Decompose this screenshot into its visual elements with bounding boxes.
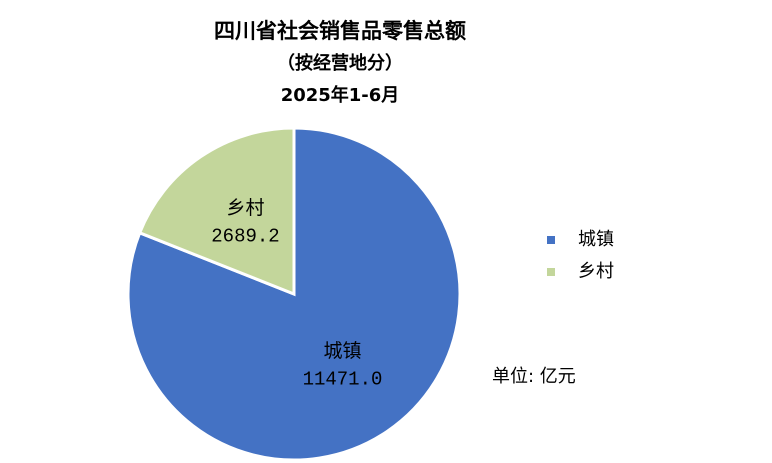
chart-title: 四川省社会销售品零售总额	[214, 19, 466, 43]
chart-subtitle: （按经营地分）	[277, 52, 403, 74]
slice-label: 乡村	[226, 197, 264, 219]
legend-swatch	[547, 236, 555, 244]
slice-value: 11471.0	[303, 368, 383, 390]
legend-swatch	[547, 268, 555, 276]
unit-note: 单位: 亿元	[492, 366, 576, 387]
legend-label: 城镇	[578, 229, 614, 250]
slice-label: 城镇	[323, 340, 361, 362]
chart-subtitle: 2025年1-6月	[281, 84, 400, 106]
slice-value: 2689.2	[211, 226, 279, 248]
pie-slice	[126, 126, 462, 462]
legend-label: 乡村	[578, 261, 614, 282]
pie-slice	[137, 126, 296, 297]
